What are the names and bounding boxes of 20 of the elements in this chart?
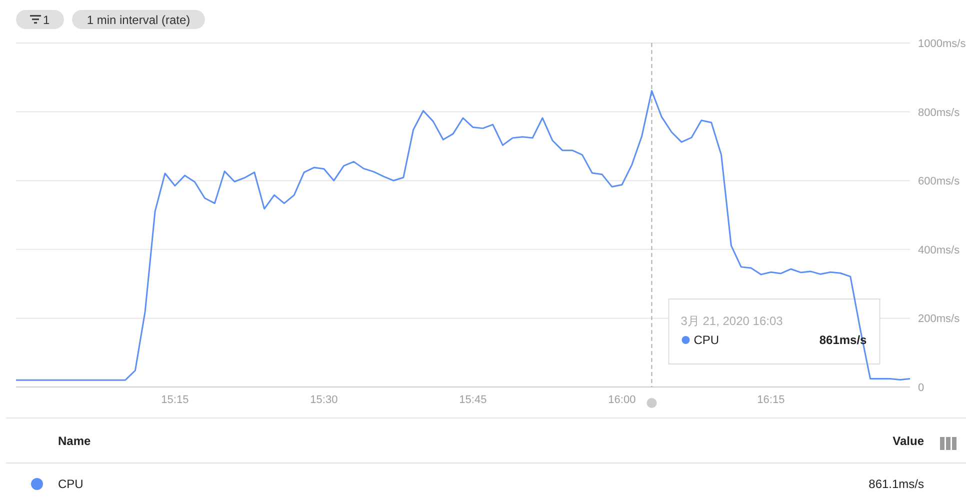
text: 861.1ms/s: [868, 477, 924, 491]
annotation: CPU: [694, 333, 720, 347]
text: Value: [892, 434, 924, 448]
text: Name: [58, 434, 92, 448]
line-series: [15, 90, 911, 381]
legend-label: CPU: [58, 477, 84, 491]
y-tick-label: 200ms/s: [918, 313, 960, 326]
y-tick-label: 0: [918, 382, 924, 394]
y-tick-label: 1000ms/s: [918, 38, 966, 50]
y-tick-label: 600ms/s: [918, 176, 960, 188]
x-tick-label: 15:30: [310, 394, 338, 406]
annotation: 3月 21, 2020 16:03: [680, 314, 784, 328]
x-tick-label: 15:45: [459, 394, 487, 406]
y-tick-label: 400ms/s: [918, 244, 960, 256]
x-tick-label: 16:15: [757, 394, 785, 406]
text: 1: [43, 13, 50, 27]
text: 1 min interval (rate): [86, 13, 190, 27]
x-tick-label: 16:00: [608, 394, 636, 406]
x-tick-label: 15:15: [161, 394, 189, 406]
y-tick-label: 800ms/s: [918, 106, 960, 119]
